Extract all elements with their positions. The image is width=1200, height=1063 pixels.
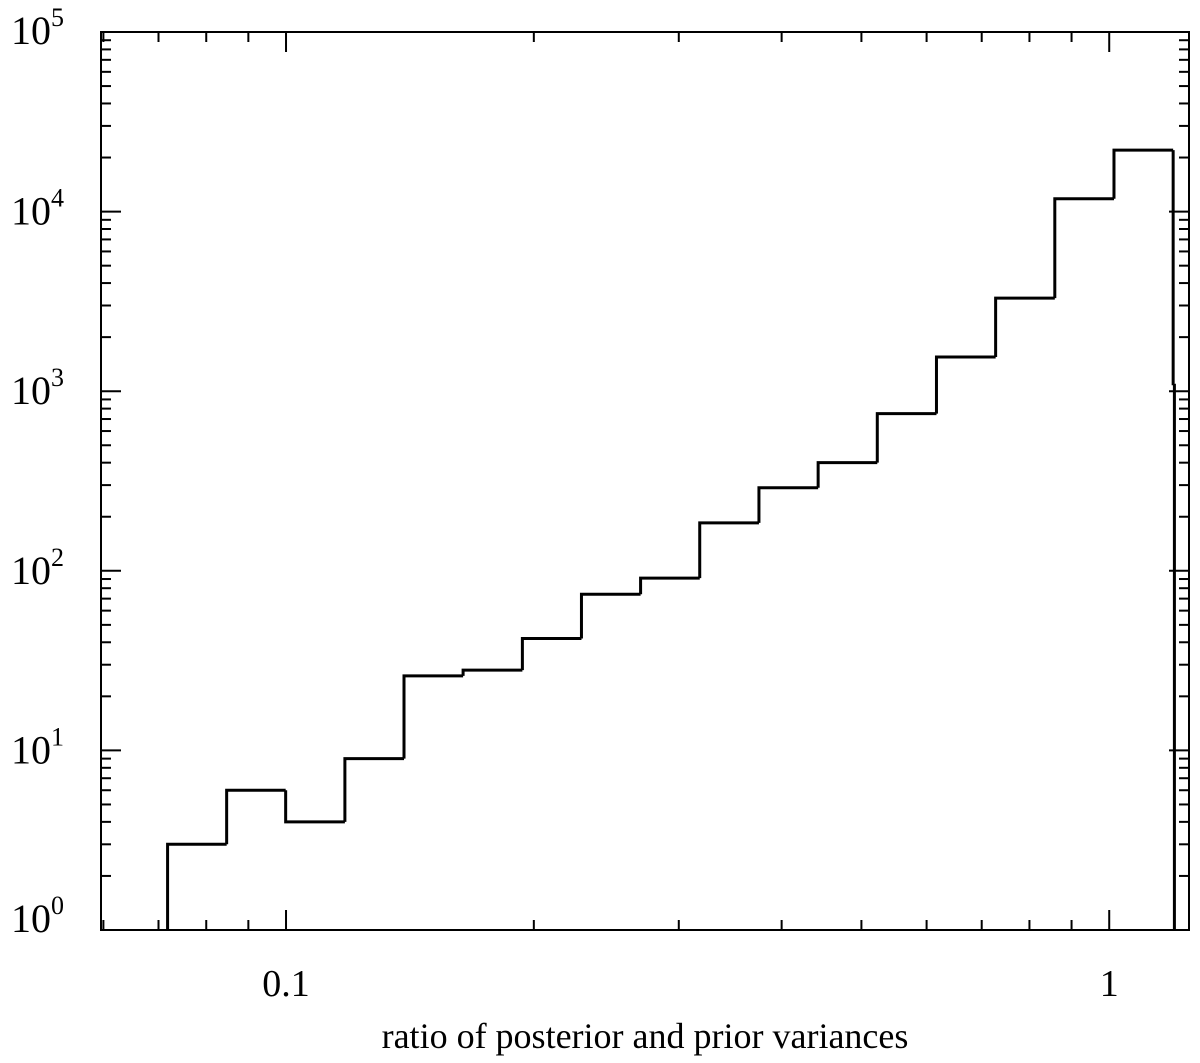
histogram-bin bbox=[225, 788, 286, 845]
histogram-bin bbox=[343, 757, 405, 822]
histogram-bin bbox=[934, 355, 996, 414]
histogram-bin bbox=[639, 576, 700, 595]
y-tick-label: 101 bbox=[11, 722, 64, 772]
histogram-bin bbox=[698, 521, 759, 579]
x-tick-label: 1 bbox=[1100, 963, 1119, 1005]
histogram-bin bbox=[1112, 148, 1174, 199]
histogram-bin bbox=[1053, 197, 1114, 299]
y-tick-label: 100 bbox=[11, 891, 64, 941]
histogram-bin bbox=[757, 486, 819, 523]
y-tick-label: 104 bbox=[11, 184, 64, 234]
histogram-bin bbox=[402, 674, 464, 759]
plot-frame bbox=[100, 31, 1190, 931]
histogram-bin bbox=[284, 790, 345, 824]
y-tick-label: 102 bbox=[11, 543, 64, 593]
x-axis-ticks bbox=[102, 32, 1111, 930]
histogram-bin bbox=[579, 592, 641, 639]
histogram-bin bbox=[816, 461, 878, 488]
x-axis-tick-labels: 0.1 1 bbox=[262, 963, 1118, 1005]
y-axis-tick-labels: 100 101 102 103 104 105 bbox=[11, 3, 64, 941]
histogram-bin bbox=[461, 668, 523, 676]
histogram-series bbox=[166, 148, 1176, 930]
x-axis-title: ratio of posterior and prior variances bbox=[382, 1016, 909, 1056]
histogram-bin bbox=[1171, 150, 1175, 386]
histogram-bin bbox=[994, 296, 1055, 358]
x-tick-label: 0.1 bbox=[262, 963, 310, 1005]
histogram-bin bbox=[520, 636, 582, 671]
histogram-bin bbox=[875, 412, 937, 463]
y-tick-label: 105 bbox=[11, 3, 64, 53]
histogram-bin bbox=[166, 842, 227, 930]
y-axis-ticks bbox=[101, 39, 1189, 931]
y-tick-label: 103 bbox=[11, 363, 64, 413]
